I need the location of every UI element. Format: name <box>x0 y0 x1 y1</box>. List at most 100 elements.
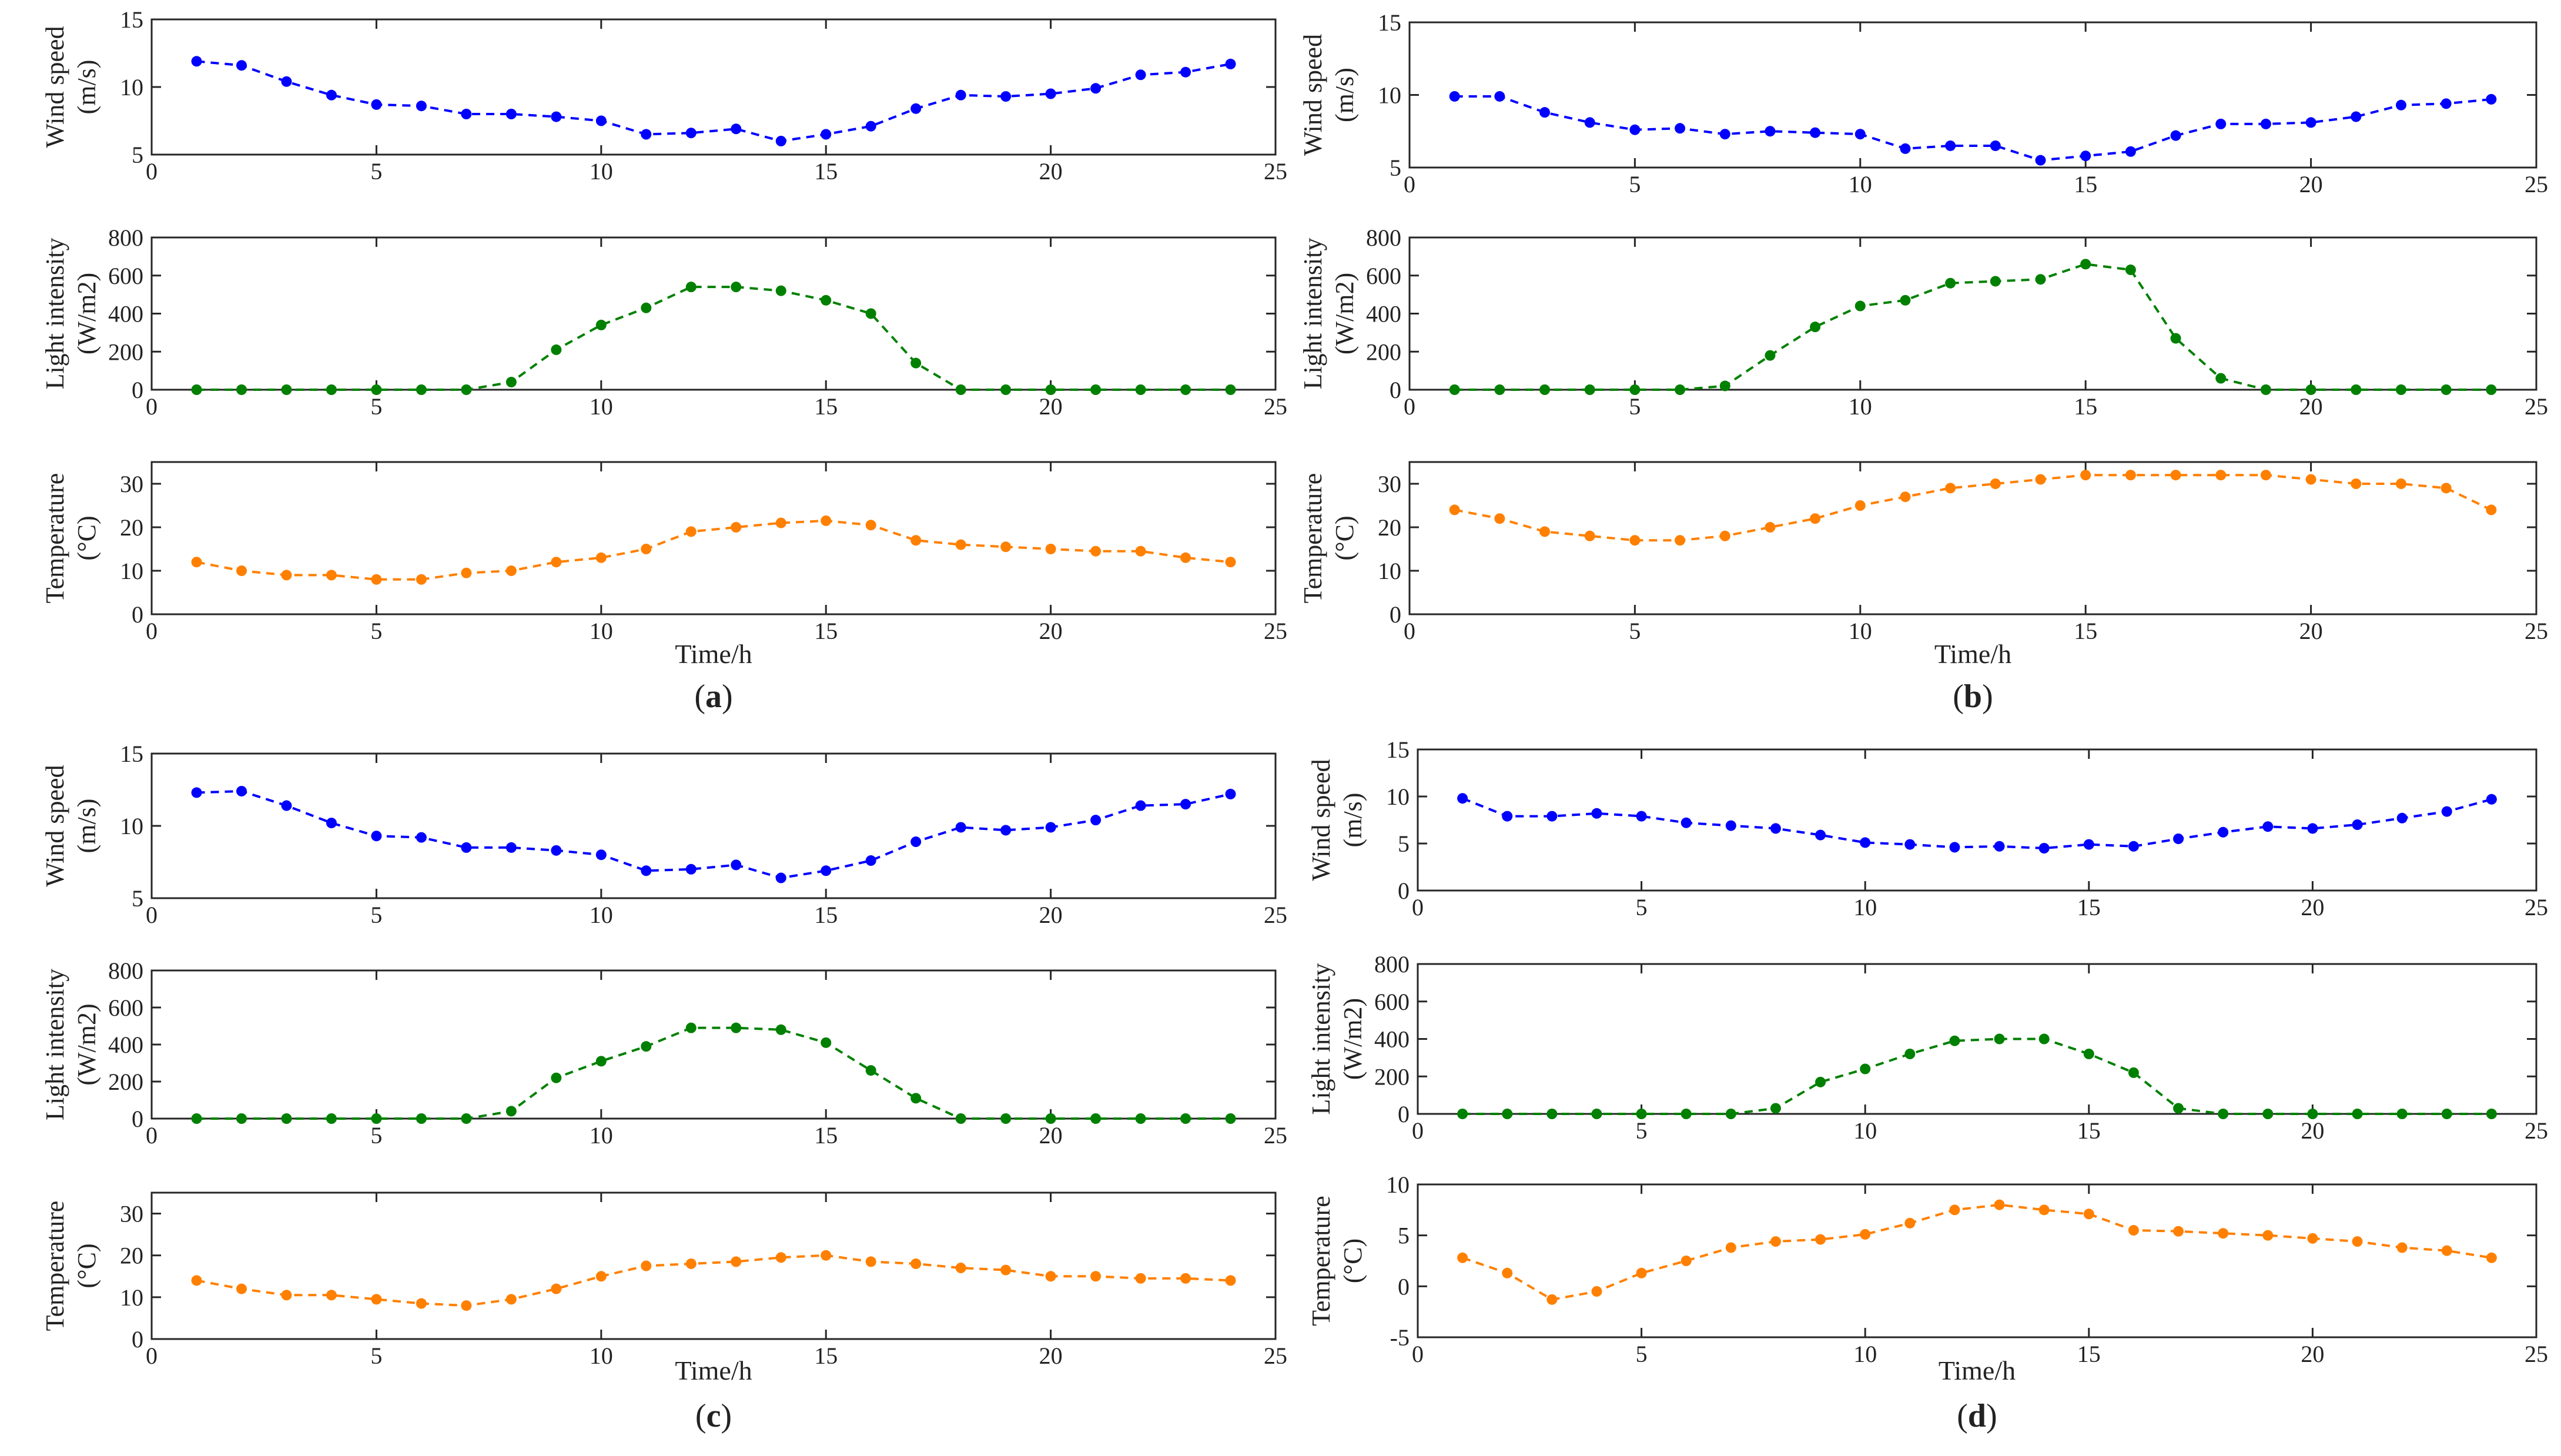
temperature-point <box>1629 535 1641 546</box>
wind-point <box>1457 793 1468 804</box>
wind-point <box>2260 118 2271 129</box>
x-tick-label: 25 <box>2525 1117 2548 1144</box>
y-axis-label-line: Temperature <box>1298 473 1327 604</box>
light-point <box>731 1022 742 1033</box>
light-point <box>1135 1113 1146 1124</box>
light-subplot: 0 5 10 15 20 25 0 200 400 600 800 Light intensity (W… <box>1298 225 2548 420</box>
temperature-point <box>1719 530 1730 541</box>
x-tick-label: 20 <box>2301 1341 2324 1367</box>
y-tick-label: 400 <box>108 301 143 327</box>
wind-point <box>2170 130 2181 141</box>
wind-point <box>461 842 472 853</box>
x-tick-label: 15 <box>2074 618 2097 644</box>
wind-point <box>1675 123 1686 134</box>
temperature-point <box>1680 1256 1692 1266</box>
wind-point <box>2080 150 2091 162</box>
wind-point <box>1810 127 1821 138</box>
light-point <box>416 384 427 395</box>
x-tick-label: 25 <box>1264 158 1287 185</box>
temperature-point <box>2038 1204 2050 1216</box>
wind-point <box>551 111 562 122</box>
x-tick-label: 25 <box>1264 393 1287 420</box>
temperature-point <box>1675 535 1686 546</box>
x-axis-label: Time/h <box>1939 1355 2016 1385</box>
plot-frame <box>150 461 1277 615</box>
x-tick-label: 5 <box>1636 894 1648 921</box>
wind-point <box>1000 91 1012 102</box>
x-tick-label: 20 <box>1039 393 1063 420</box>
panel-label: (a) <box>694 678 732 715</box>
temperature-point <box>731 522 742 533</box>
wind-point <box>2215 118 2227 129</box>
y-tick-label: 0 <box>132 601 143 628</box>
x-tick-label: 25 <box>2525 618 2548 644</box>
light-point <box>461 384 472 395</box>
light-point <box>865 1065 876 1076</box>
x-tick-label: 5 <box>1629 618 1641 644</box>
temperature-point <box>1494 513 1505 524</box>
wind-point <box>1539 107 1551 118</box>
wind-point <box>2441 806 2452 817</box>
temperature-point <box>1045 544 1056 554</box>
y-tick-label: 0 <box>1398 1273 1410 1300</box>
wind-point <box>910 103 922 114</box>
temperature-point <box>2083 1209 2094 1220</box>
light-point <box>2305 384 2316 395</box>
light-point <box>551 344 562 356</box>
x-tick-label: 15 <box>814 158 838 185</box>
x-tick-label: 25 <box>1264 618 1287 644</box>
temperature-point <box>1584 530 1595 541</box>
wind-point <box>326 818 337 829</box>
wind-point <box>1045 88 1056 99</box>
y-axis-label: Wind speed (m/s) <box>41 26 101 148</box>
light-point <box>1994 1033 2005 1045</box>
temperature-point <box>775 1252 786 1263</box>
plot-frame <box>150 18 1277 156</box>
wind-point <box>1854 129 1866 140</box>
x-tick-label: 15 <box>2074 393 2097 420</box>
light-point <box>1225 384 1236 395</box>
wind-point <box>461 109 472 119</box>
light-point <box>1180 1113 1191 1124</box>
temperature-point <box>641 544 652 554</box>
temperature-point <box>1457 1252 1468 1263</box>
light-point <box>1591 1109 1602 1119</box>
x-tick-label: 10 <box>590 618 613 644</box>
wind-series-line <box>1462 797 2492 850</box>
light-point <box>865 308 876 319</box>
temperature-point <box>2215 470 2227 481</box>
temperature-point <box>2396 1242 2408 1253</box>
x-axis-label: Time/h <box>1934 639 2011 669</box>
x-tick-label: 10 <box>1853 1341 1877 1367</box>
wind-point <box>1994 841 2005 852</box>
temperature-point <box>2035 474 2046 485</box>
y-axis-label-line: (°C) <box>72 1243 101 1288</box>
plot-frame <box>150 1191 1277 1340</box>
light-point <box>2307 1109 2318 1119</box>
temperature-point <box>1502 1267 1513 1278</box>
wind-point <box>1591 808 1602 819</box>
temperature-point <box>461 567 472 578</box>
y-tick-label: 5 <box>1398 831 1410 857</box>
wind-point <box>1090 83 1102 94</box>
light-point <box>1502 1109 1513 1119</box>
temperature-point <box>2441 483 2452 494</box>
wind-point <box>955 89 966 101</box>
wind-point <box>2395 99 2406 111</box>
y-tick-label: 200 <box>1366 339 1401 365</box>
y-tick-label: 800 <box>1374 951 1410 978</box>
y-tick-label: 800 <box>108 225 143 251</box>
y-tick-label: 5 <box>132 885 143 912</box>
light-point <box>1900 294 1911 306</box>
temperature-point <box>865 1256 876 1267</box>
y-axis-label: Light intensity (W/m2) <box>1298 238 1359 390</box>
y-tick-label: 0 <box>132 1106 143 1132</box>
y-axis-label: Temperature (°C) <box>41 473 101 604</box>
y-axis-label-line: Wind speed <box>1307 759 1335 881</box>
light-point <box>505 1106 517 1117</box>
light-point <box>1584 384 1595 395</box>
temperature-point <box>1945 483 1956 494</box>
wind-point <box>1000 825 1012 836</box>
